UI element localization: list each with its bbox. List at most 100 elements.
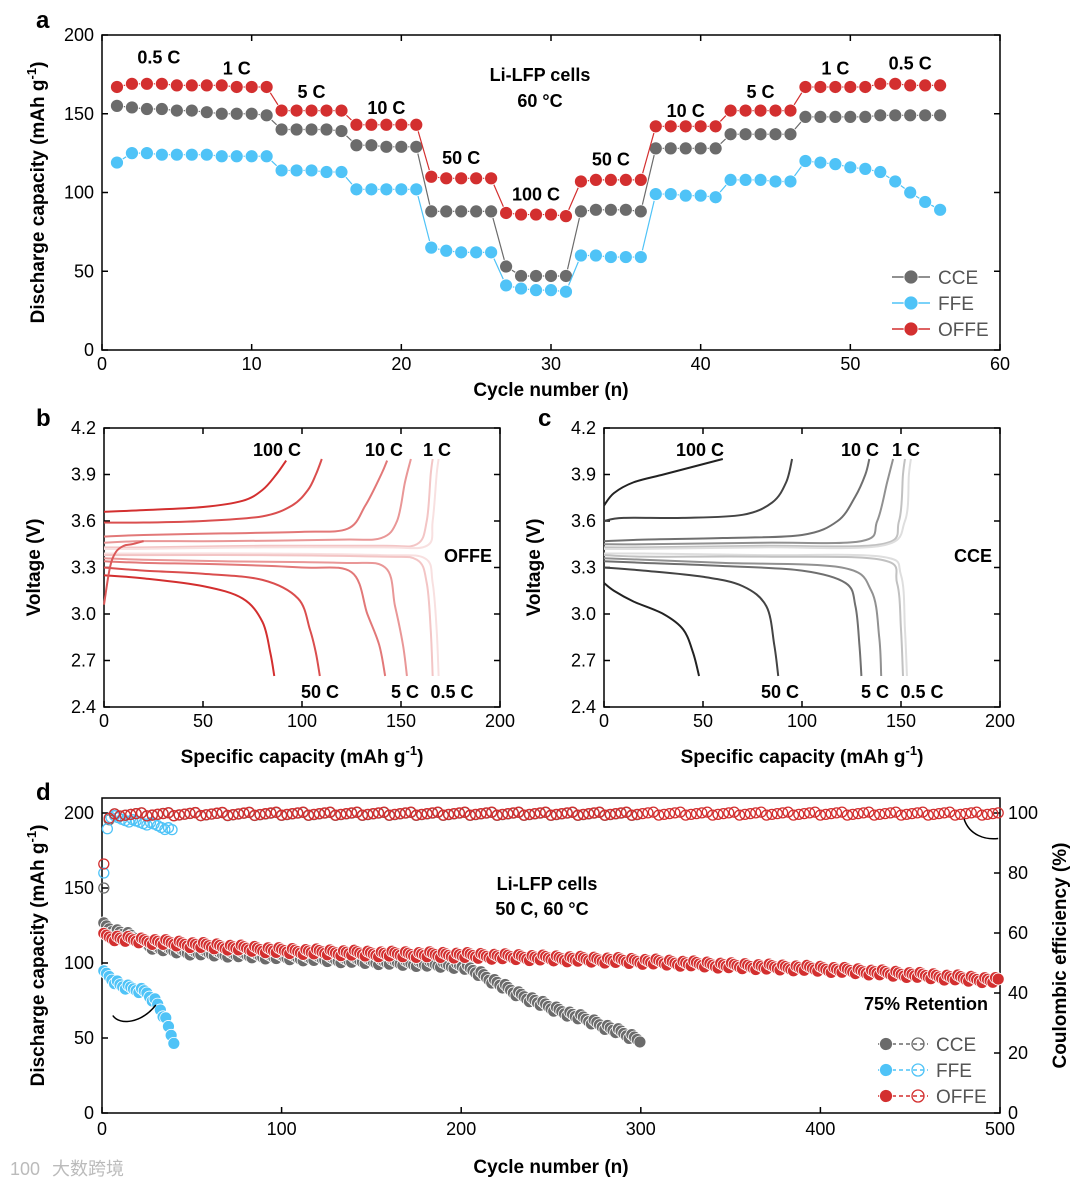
point-OFFE bbox=[768, 103, 783, 118]
rate-label: 10 C bbox=[667, 101, 705, 121]
ce-point-OFFE bbox=[604, 808, 616, 820]
point-OFFE bbox=[693, 119, 708, 134]
legend-marker-filled-FFE bbox=[879, 1063, 893, 1077]
point-FFE bbox=[154, 147, 169, 162]
ce-point-OFFE bbox=[270, 806, 282, 818]
point-OFFE bbox=[184, 78, 199, 93]
rate-label: 5 C bbox=[298, 82, 326, 102]
point-FFE bbox=[139, 146, 154, 161]
point-FFE bbox=[484, 245, 499, 260]
point-CCE bbox=[798, 110, 813, 124]
x-axis-a-tick-label: 10 bbox=[242, 354, 262, 374]
point-OFFE bbox=[708, 119, 723, 134]
point-FFE bbox=[304, 163, 319, 178]
point-OFFE bbox=[843, 80, 858, 94]
y-axis-label-c: Voltage (V) bbox=[524, 519, 545, 617]
rate-label-bottom: 5 C bbox=[861, 682, 889, 702]
panel-letter-c: c bbox=[538, 405, 551, 432]
ce-point-OFFE bbox=[405, 806, 417, 818]
x-axis-label-a: Cycle number (n) bbox=[473, 380, 628, 401]
point-FFE bbox=[918, 195, 933, 209]
ce-point-OFFE bbox=[787, 809, 800, 821]
legend-marker-hollow-FFE bbox=[911, 1063, 925, 1077]
x-axis-d-tick-label: 200 bbox=[446, 1119, 476, 1139]
point-FFE bbox=[289, 163, 304, 178]
point-CCE bbox=[349, 138, 364, 153]
legend-marker-filled-CCE bbox=[879, 1037, 893, 1051]
ce-point-OFFE bbox=[410, 809, 422, 821]
voltage-curve bbox=[603, 560, 863, 677]
point-OFFE bbox=[289, 103, 304, 118]
point-OFFE bbox=[334, 103, 349, 118]
point-OFFE bbox=[139, 76, 154, 91]
ce-point-OFFE bbox=[706, 809, 719, 821]
y-axis-b-tick-label: 3.9 bbox=[71, 465, 96, 485]
y2-axis-d-tick-label: 60 bbox=[1008, 923, 1028, 943]
ce-point-OFFE bbox=[302, 809, 315, 821]
rate-label-bottom: 5 C bbox=[391, 682, 419, 702]
ce-point-OFFE bbox=[448, 807, 460, 820]
point-CCE bbox=[439, 204, 454, 219]
ce-point-OFFE bbox=[755, 806, 767, 818]
point-FFE bbox=[394, 182, 409, 197]
point-FFE bbox=[319, 165, 334, 179]
y-axis-b-tick-label: 3.3 bbox=[71, 558, 96, 578]
y-axis-c-tick-label: 3.6 bbox=[571, 511, 596, 531]
point-FFE bbox=[469, 245, 484, 260]
point-CCE bbox=[858, 110, 873, 124]
ce-point-OFFE bbox=[981, 808, 994, 820]
y-axis-label-a: Discharge capacity (mAh g-1) bbox=[24, 62, 49, 324]
point-FFE bbox=[409, 182, 424, 197]
point-FFE bbox=[559, 284, 573, 299]
annotation-line2-a: 60 °C bbox=[517, 91, 562, 111]
point-OFFE bbox=[229, 80, 244, 94]
ce-point-OFFE bbox=[900, 808, 913, 820]
ce-point-OFFE bbox=[507, 807, 519, 819]
point-CCE bbox=[139, 102, 154, 116]
point-CCE bbox=[334, 124, 349, 138]
ce-point-OFFE bbox=[173, 809, 185, 821]
point-FFE bbox=[169, 147, 184, 162]
ce-point-OFFE bbox=[626, 809, 638, 821]
point-FFE bbox=[813, 155, 828, 170]
voltage-curve bbox=[603, 554, 904, 677]
ce-point-OFFE bbox=[453, 807, 466, 819]
legend-marker-FFE bbox=[903, 295, 919, 311]
rate-label-bottom: 0.5 C bbox=[430, 682, 473, 702]
ce-point-OFFE bbox=[329, 809, 342, 821]
ce-point-OFFE bbox=[933, 807, 945, 820]
point-FFE bbox=[768, 174, 783, 189]
ce-point-OFFE bbox=[577, 808, 589, 820]
ce-point-OFFE bbox=[572, 809, 584, 821]
legend-marker-OFFE bbox=[903, 321, 919, 337]
point-OFFE bbox=[858, 80, 873, 94]
point-FFE bbox=[753, 172, 768, 187]
ce-point-OFFE bbox=[222, 809, 234, 822]
point-CCE bbox=[544, 269, 558, 283]
point-CCE bbox=[618, 202, 633, 217]
point-CCE bbox=[169, 103, 184, 118]
ce-point-OFFE bbox=[583, 807, 595, 820]
point-CCE bbox=[454, 204, 469, 219]
watermark-icon: 100 bbox=[10, 1159, 40, 1179]
ce-point-OFFE bbox=[793, 808, 805, 820]
ce-point-OFFE bbox=[297, 806, 309, 818]
ce-point-OFFE bbox=[205, 808, 218, 820]
panel-a: a 0 10 20 30 40 50 60 0 50 100 150 200 Cycle number (… bbox=[24, 7, 1010, 401]
point-FFE bbox=[214, 149, 229, 164]
ce-point-OFFE bbox=[701, 806, 713, 818]
point-CCE bbox=[110, 98, 124, 113]
capacity-point-CCE bbox=[633, 1035, 647, 1049]
ce-point-OFFE bbox=[378, 806, 390, 818]
ce-point-OFFE bbox=[281, 808, 293, 820]
point-CCE bbox=[918, 108, 933, 123]
ce-point-OFFE bbox=[852, 807, 864, 820]
x-axis-label-d: Cycle number (n) bbox=[473, 1157, 628, 1178]
ce-point-OFFE bbox=[108, 808, 121, 820]
point-OFFE bbox=[469, 171, 484, 186]
side-label-b: OFFE bbox=[444, 546, 492, 566]
y2-axis-d-tick-label: 100 bbox=[1008, 803, 1038, 823]
point-OFFE bbox=[678, 119, 693, 134]
point-FFE bbox=[828, 157, 843, 172]
point-FFE bbox=[589, 248, 603, 263]
